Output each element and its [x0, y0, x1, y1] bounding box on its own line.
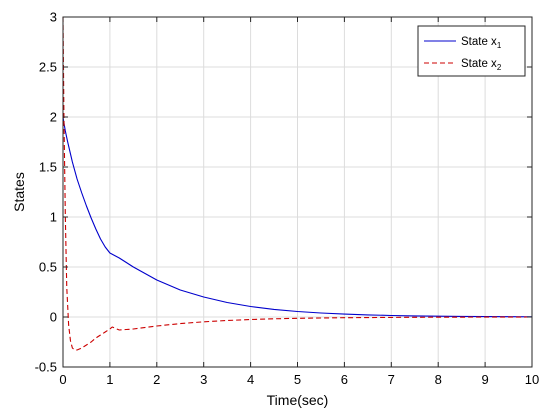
legend-label-text: State x: [461, 36, 497, 48]
y-tick-label: 2.5: [39, 60, 57, 75]
series-layer: [62, 16, 533, 351]
legend-label-1: State x1: [461, 36, 502, 50]
y-tick-label: -0.5: [35, 360, 57, 375]
y-tick-labels: -0.5 0 0.5 1 1.5 2 2.5 3: [35, 10, 57, 375]
x-axis-label: Time(sec): [267, 392, 329, 408]
legend-label-2: State x2: [461, 58, 502, 72]
x-tick-label: 5: [294, 372, 301, 387]
x-tick-labels: 0 1 2 3 4 5 6 7 8 9 10: [59, 372, 539, 387]
x-tick-label: 0: [59, 372, 66, 387]
y-tick-label: 1: [50, 210, 57, 225]
y-axis-label: States: [11, 172, 27, 212]
x-tick-label: 1: [106, 372, 113, 387]
x-tick-label: 6: [341, 372, 348, 387]
tick-marks: [62, 16, 533, 368]
y-tick-label: 2: [50, 110, 57, 125]
x-tick-label: 7: [388, 372, 395, 387]
y-tick-label: 0.5: [39, 260, 57, 275]
x-tick-label: 4: [247, 372, 254, 387]
legend-label-subscript: 2: [497, 63, 502, 72]
series-line-1: [62, 116, 533, 318]
legend-box: [417, 25, 526, 77]
x-tick-label: 10: [525, 372, 539, 387]
series-line-2: [62, 16, 533, 351]
legend-label-subscript: 1: [497, 41, 502, 50]
y-tick-label: 0: [50, 310, 57, 325]
y-tick-label: 3: [50, 10, 57, 25]
x-tick-label: 9: [481, 372, 488, 387]
legend-label-text: State x: [461, 58, 497, 70]
x-tick-label: 8: [435, 372, 442, 387]
x-tick-label: 3: [200, 372, 207, 387]
y-tick-label: 1.5: [39, 160, 57, 175]
x-tick-label: 2: [153, 372, 160, 387]
